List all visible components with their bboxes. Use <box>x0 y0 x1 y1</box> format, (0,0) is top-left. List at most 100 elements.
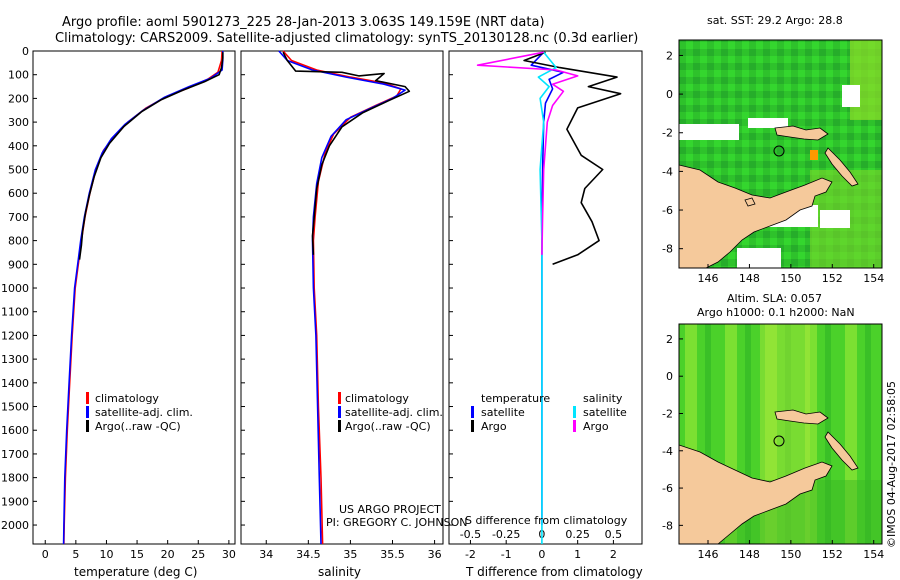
lat-tick-label: -2 <box>662 127 673 140</box>
legend-swatch-sal-satellite <box>573 406 576 418</box>
lat-tick-label: -4 <box>662 445 673 458</box>
lat-tick-label: -4 <box>662 165 673 178</box>
difference-plot-frame <box>448 50 643 545</box>
depth-tick-label: 1500 <box>1 401 29 414</box>
legend-header-temperature: temperature <box>481 392 550 405</box>
lon-tick-label: 148 <box>739 548 760 561</box>
lat-tick-label: 2 <box>666 333 673 346</box>
new-britain-island <box>774 409 829 425</box>
small-island <box>744 197 756 207</box>
legend-swatch-sal-argo <box>573 420 576 432</box>
legend-label-argo: Argo(..raw -QC) <box>345 420 431 433</box>
x-tick-label: 20 <box>161 548 175 561</box>
sst-cloud-mask <box>679 124 739 140</box>
salinity-panel: 34 34.5 35 35.5 36 climatology satellite-adj… <box>240 50 467 579</box>
temperature-plot-frame <box>32 50 236 545</box>
lon-tick-label: 148 <box>739 272 760 285</box>
sst-cloud-mask <box>842 85 860 107</box>
depth-tick-label: 100 <box>8 69 29 82</box>
depth-tick-label: 1900 <box>1 495 29 508</box>
salinity-legend: climatology satellite-adj. clim. Argo(..… <box>338 392 443 433</box>
depth-tick-label: 0 <box>22 45 29 58</box>
sst-cloud-mask <box>820 210 850 228</box>
x-tick-label: 35 <box>343 548 357 561</box>
s-diff-tick-label: 0.5 <box>605 528 623 541</box>
x-tick-label: 36 <box>428 548 442 561</box>
x-tick-label: 1 <box>574 548 581 561</box>
x-tick-label: 15 <box>130 548 144 561</box>
lon-tick-label: 152 <box>822 272 843 285</box>
x-tick-label: 0 <box>42 548 49 561</box>
sst-map-frame <box>678 39 883 269</box>
lon-tick-label: 154 <box>863 272 884 285</box>
x-tick-label: 35.5 <box>380 548 405 561</box>
figure-title-line2: Climatology: CARS2009. Satellite-adjuste… <box>55 31 638 46</box>
pi-annotation: PI: GREGORY C. JOHNSON <box>326 516 467 529</box>
x-tick-label: 2 <box>610 548 617 561</box>
lat-tick-label: -2 <box>662 407 673 420</box>
depth-axis: 0 100 200 300 400 500 600 700 800 900 1000 1100 1200… <box>1 45 37 532</box>
x-tick-label: 34.5 <box>296 548 321 561</box>
series-line-temperature-argo <box>523 51 622 266</box>
legend-swatch-satellite <box>338 406 341 418</box>
lat-tick-label: -8 <box>662 243 673 256</box>
lon-tick-label: 152 <box>822 548 843 561</box>
x-tick-label: 30 <box>222 548 236 561</box>
legend-label-sal-argo: Argo <box>583 420 609 433</box>
series-line-argo-raw-qc <box>78 52 224 260</box>
legend-label-climatology: climatology <box>345 392 409 405</box>
difference-series <box>476 51 622 544</box>
depth-tick-label: 700 <box>8 211 29 224</box>
depth-tick-label: 800 <box>8 235 29 248</box>
temperature-series <box>62 50 224 545</box>
x-tick-label: -2 <box>465 548 476 561</box>
legend-swatch-temp-argo <box>471 420 474 432</box>
x-tick-label: 10 <box>99 548 113 561</box>
sst-cloud-mask <box>748 118 788 128</box>
lon-tick-label: 146 <box>698 548 719 561</box>
temperature-panel: 0100200300400500600700800900100011001200… <box>1 45 236 579</box>
lon-tick-label: 146 <box>698 272 719 285</box>
series-line-salinity-satellite <box>537 51 558 544</box>
x-tick-label: 34 <box>259 548 273 561</box>
lat-tick-label: 0 <box>666 88 673 101</box>
depth-tick-label: 1600 <box>1 424 29 437</box>
depth-tick-label: 500 <box>8 164 29 177</box>
temperature-x-label: temperature (deg C) <box>74 565 197 579</box>
sst-cloud-mask <box>737 248 781 268</box>
sla-map-panel: Altim. SLA: 0.057 Argo h1000: 0.1 h2000:… <box>662 292 884 561</box>
depth-tick-label: 1400 <box>1 377 29 390</box>
salinity-depth-ticks <box>241 50 245 526</box>
sst-map-axes: 146 148 150 152 154 2 0 -2 -4 -6 -8 <box>662 49 884 285</box>
s-diff-tick-label: -0.5 <box>460 528 481 541</box>
s-diff-tick-label: -0.25 <box>492 528 520 541</box>
new-ireland-island <box>824 147 859 187</box>
sla-map-title-line1: Altim. SLA: 0.057 <box>727 292 822 305</box>
s-diff-tick-label: 0.25 <box>565 528 590 541</box>
legend-label-sal-satellite: satellite <box>583 406 627 419</box>
lat-tick-label: 2 <box>666 49 673 62</box>
sst-hot-pixel <box>810 150 818 160</box>
series-line-salinity-argo <box>476 51 579 255</box>
sst-map-panel: sat. SST: 29.2 Argo: 28.8 146 148 150 152 15… <box>662 14 884 285</box>
series-line-climatology <box>63 50 223 545</box>
sla-map-axes: 146 148 150 152 154 2 0 -2 -4 -6 -8 <box>662 333 884 561</box>
lat-tick-label: -6 <box>662 204 673 217</box>
argo-float-marker <box>773 435 785 447</box>
legend-label-temp-satellite: satellite <box>481 406 525 419</box>
legend-label-satellite: satellite-adj. clim. <box>345 406 443 419</box>
t-difference-label: T difference from climatology <box>465 565 643 579</box>
temperature-x-axis: 0 5 10 15 20 25 30 <box>42 540 236 561</box>
new-guinea-landmass <box>679 164 833 268</box>
legend-swatch-climatology <box>86 392 89 404</box>
depth-tick-label: 1700 <box>1 448 29 461</box>
depth-tick-label: 1000 <box>1 282 29 295</box>
depth-tick-label: 1300 <box>1 353 29 366</box>
lon-tick-label: 150 <box>780 272 801 285</box>
sla-map-frame <box>678 323 883 545</box>
depth-tick-label: 600 <box>8 187 29 200</box>
depth-tick-label: 300 <box>8 116 29 129</box>
lat-tick-label: 0 <box>666 370 673 383</box>
